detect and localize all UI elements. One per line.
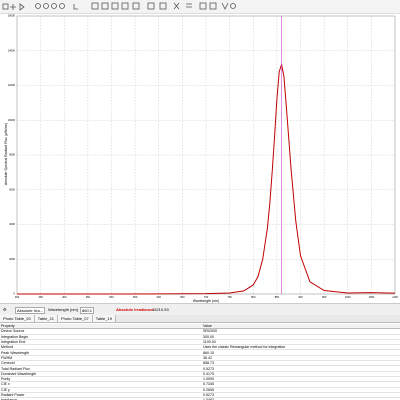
table-cell: Centroid [0, 360, 202, 367]
y-tick-label: 4000 [9, 222, 15, 226]
table-cell: FWHM [0, 355, 202, 362]
table-cell: Integration End [0, 339, 202, 346]
table-cell: Dominant Wavelength [0, 371, 202, 377]
table-cell: 36.42 [202, 355, 400, 362]
cursor-label: Wavelength [nm] [48, 307, 78, 312]
table-cell: 0.4175 [202, 371, 400, 377]
y-tick-label: 10000 [8, 118, 16, 122]
x-tick-label: 900 [298, 295, 303, 299]
table-cell: Integration Begin [0, 334, 202, 340]
table-cell: 860.10 [202, 349, 400, 356]
table-cell: 0.5273 [202, 365, 400, 372]
y-axis-title: Absolute Spectral Radiant Flux (µW/nm) [4, 123, 8, 186]
x-tick-label: 600 [157, 295, 162, 299]
spectrum-line [17, 62, 396, 295]
table-header: Property Value [0, 324, 400, 330]
property-table: Property Value Device Source SRI2000 Integra… [0, 324, 400, 400]
table-cell: Peak Wavelength [0, 349, 202, 356]
table-cell: Method [0, 344, 202, 351]
table-cell: Irradiance [0, 397, 202, 400]
table-cell: Uses the classic Rectangular method for … [202, 344, 400, 351]
y-tick-label: 12000 [8, 83, 16, 87]
table-cell: 300.00 [202, 334, 400, 340]
header-cell: Value [202, 324, 400, 330]
table-cell: 1100.00 [202, 339, 400, 346]
x-tick-label: 750 [227, 295, 232, 299]
table-row: FWHM 36.42 [0, 355, 400, 362]
table-row: Device Source SRI2000 [0, 328, 400, 335]
table-cell: 858.73 [202, 360, 400, 367]
table-row: Irradiance1.0482 [0, 397, 400, 400]
x-tick-label: 400 [62, 295, 67, 299]
table-cell: 0.5273 [202, 392, 400, 399]
table-cell: Purity [0, 376, 202, 383]
chart: Absolute Spectral Radiant Flux (µW/nm) W… [4, 14, 398, 303]
x-tick-label: 850 [275, 295, 280, 299]
x-tick-label: 1050 [368, 295, 374, 299]
table-row: Method Uses the classic Rectangular metho… [0, 344, 400, 351]
x-tick-label: 500 [109, 295, 114, 299]
toolbar-icons [2, 2, 236, 11]
table-cell: 0.2655 [202, 387, 400, 393]
x-tick-label: 300 [15, 295, 20, 299]
table-cell: 1.0000 [202, 376, 400, 383]
x-tick-label: 950 [322, 295, 327, 299]
table-cell: CIE y [0, 387, 202, 393]
x-tick-label: 800 [251, 295, 256, 299]
table-cell: Radiant Power [0, 392, 202, 399]
tab-bar: Photo Table_20 Table_21 Photo Table_07 Tabl… [0, 315, 400, 323]
table-cell: 1.0482 [202, 397, 400, 400]
table-cell: 0.7345 [202, 381, 400, 388]
tab[interactable]: Photo Table_07 [57, 315, 93, 322]
toolbar [0, 0, 400, 14]
table-row: CIE x 0.7345 [0, 381, 400, 388]
y-tick-label: 0 [14, 292, 16, 296]
y-tick-label: 8000 [9, 153, 15, 157]
x-tick-label: 550 [133, 295, 138, 299]
table-row: Total Radiant Flux 0.5273 [0, 365, 400, 372]
table-cell: Device Source [0, 328, 202, 335]
table-row: CIE y 0.2655 [0, 387, 400, 393]
table-row: Purity 1.0000 [0, 376, 400, 383]
x-tick-label: 700 [204, 295, 209, 299]
header-cell: Property [0, 324, 202, 330]
x-axis-title: Wavelength (nm) [193, 299, 220, 303]
tab[interactable]: Photo Table_20 [0, 315, 35, 322]
x-tick-label: 350 [38, 295, 43, 299]
y-tick-label: 16000 [8, 14, 16, 18]
control-bar: ⚙ Absolute Irra... Wavelength [nm] 860.1… [0, 303, 400, 315]
table-row: Integration End 1100.00 [0, 339, 400, 346]
mode-dropdown[interactable]: Absolute Irra... [15, 307, 46, 314]
x-tick-label: 1100 [392, 295, 398, 299]
table-row: Radiant Power 0.5273 [0, 392, 400, 399]
tab[interactable]: Table_19 [92, 315, 116, 322]
table-row: Dominant Wavelength 0.4175 [0, 371, 400, 377]
settings-icon[interactable]: ⚙ [3, 307, 7, 312]
readout-label: Absolute Irradiance: [116, 307, 155, 312]
table-row: Integration Begin 300.00 [0, 334, 400, 340]
x-tick-label: 450 [86, 295, 91, 299]
table-row: Peak Wavelength 860.10 [0, 349, 400, 356]
x-tick-label: 650 [180, 295, 185, 299]
table-cell: Total Radiant Flux [0, 365, 202, 372]
y-tick-label: 2000 [9, 257, 15, 261]
y-tick-label: 6000 [9, 187, 15, 191]
table-row: Centroid 858.73 [0, 360, 400, 367]
readout-value: 13210.53 [152, 307, 169, 312]
cursor-value[interactable]: 860.1 [80, 307, 95, 314]
x-tick-label: 1000 [345, 295, 351, 299]
y-tick-label: 14000 [8, 48, 16, 52]
tab[interactable]: Table_21 [34, 315, 58, 322]
table-cell: SRI2000 [202, 328, 400, 335]
table-cell: CIE x [0, 381, 202, 388]
